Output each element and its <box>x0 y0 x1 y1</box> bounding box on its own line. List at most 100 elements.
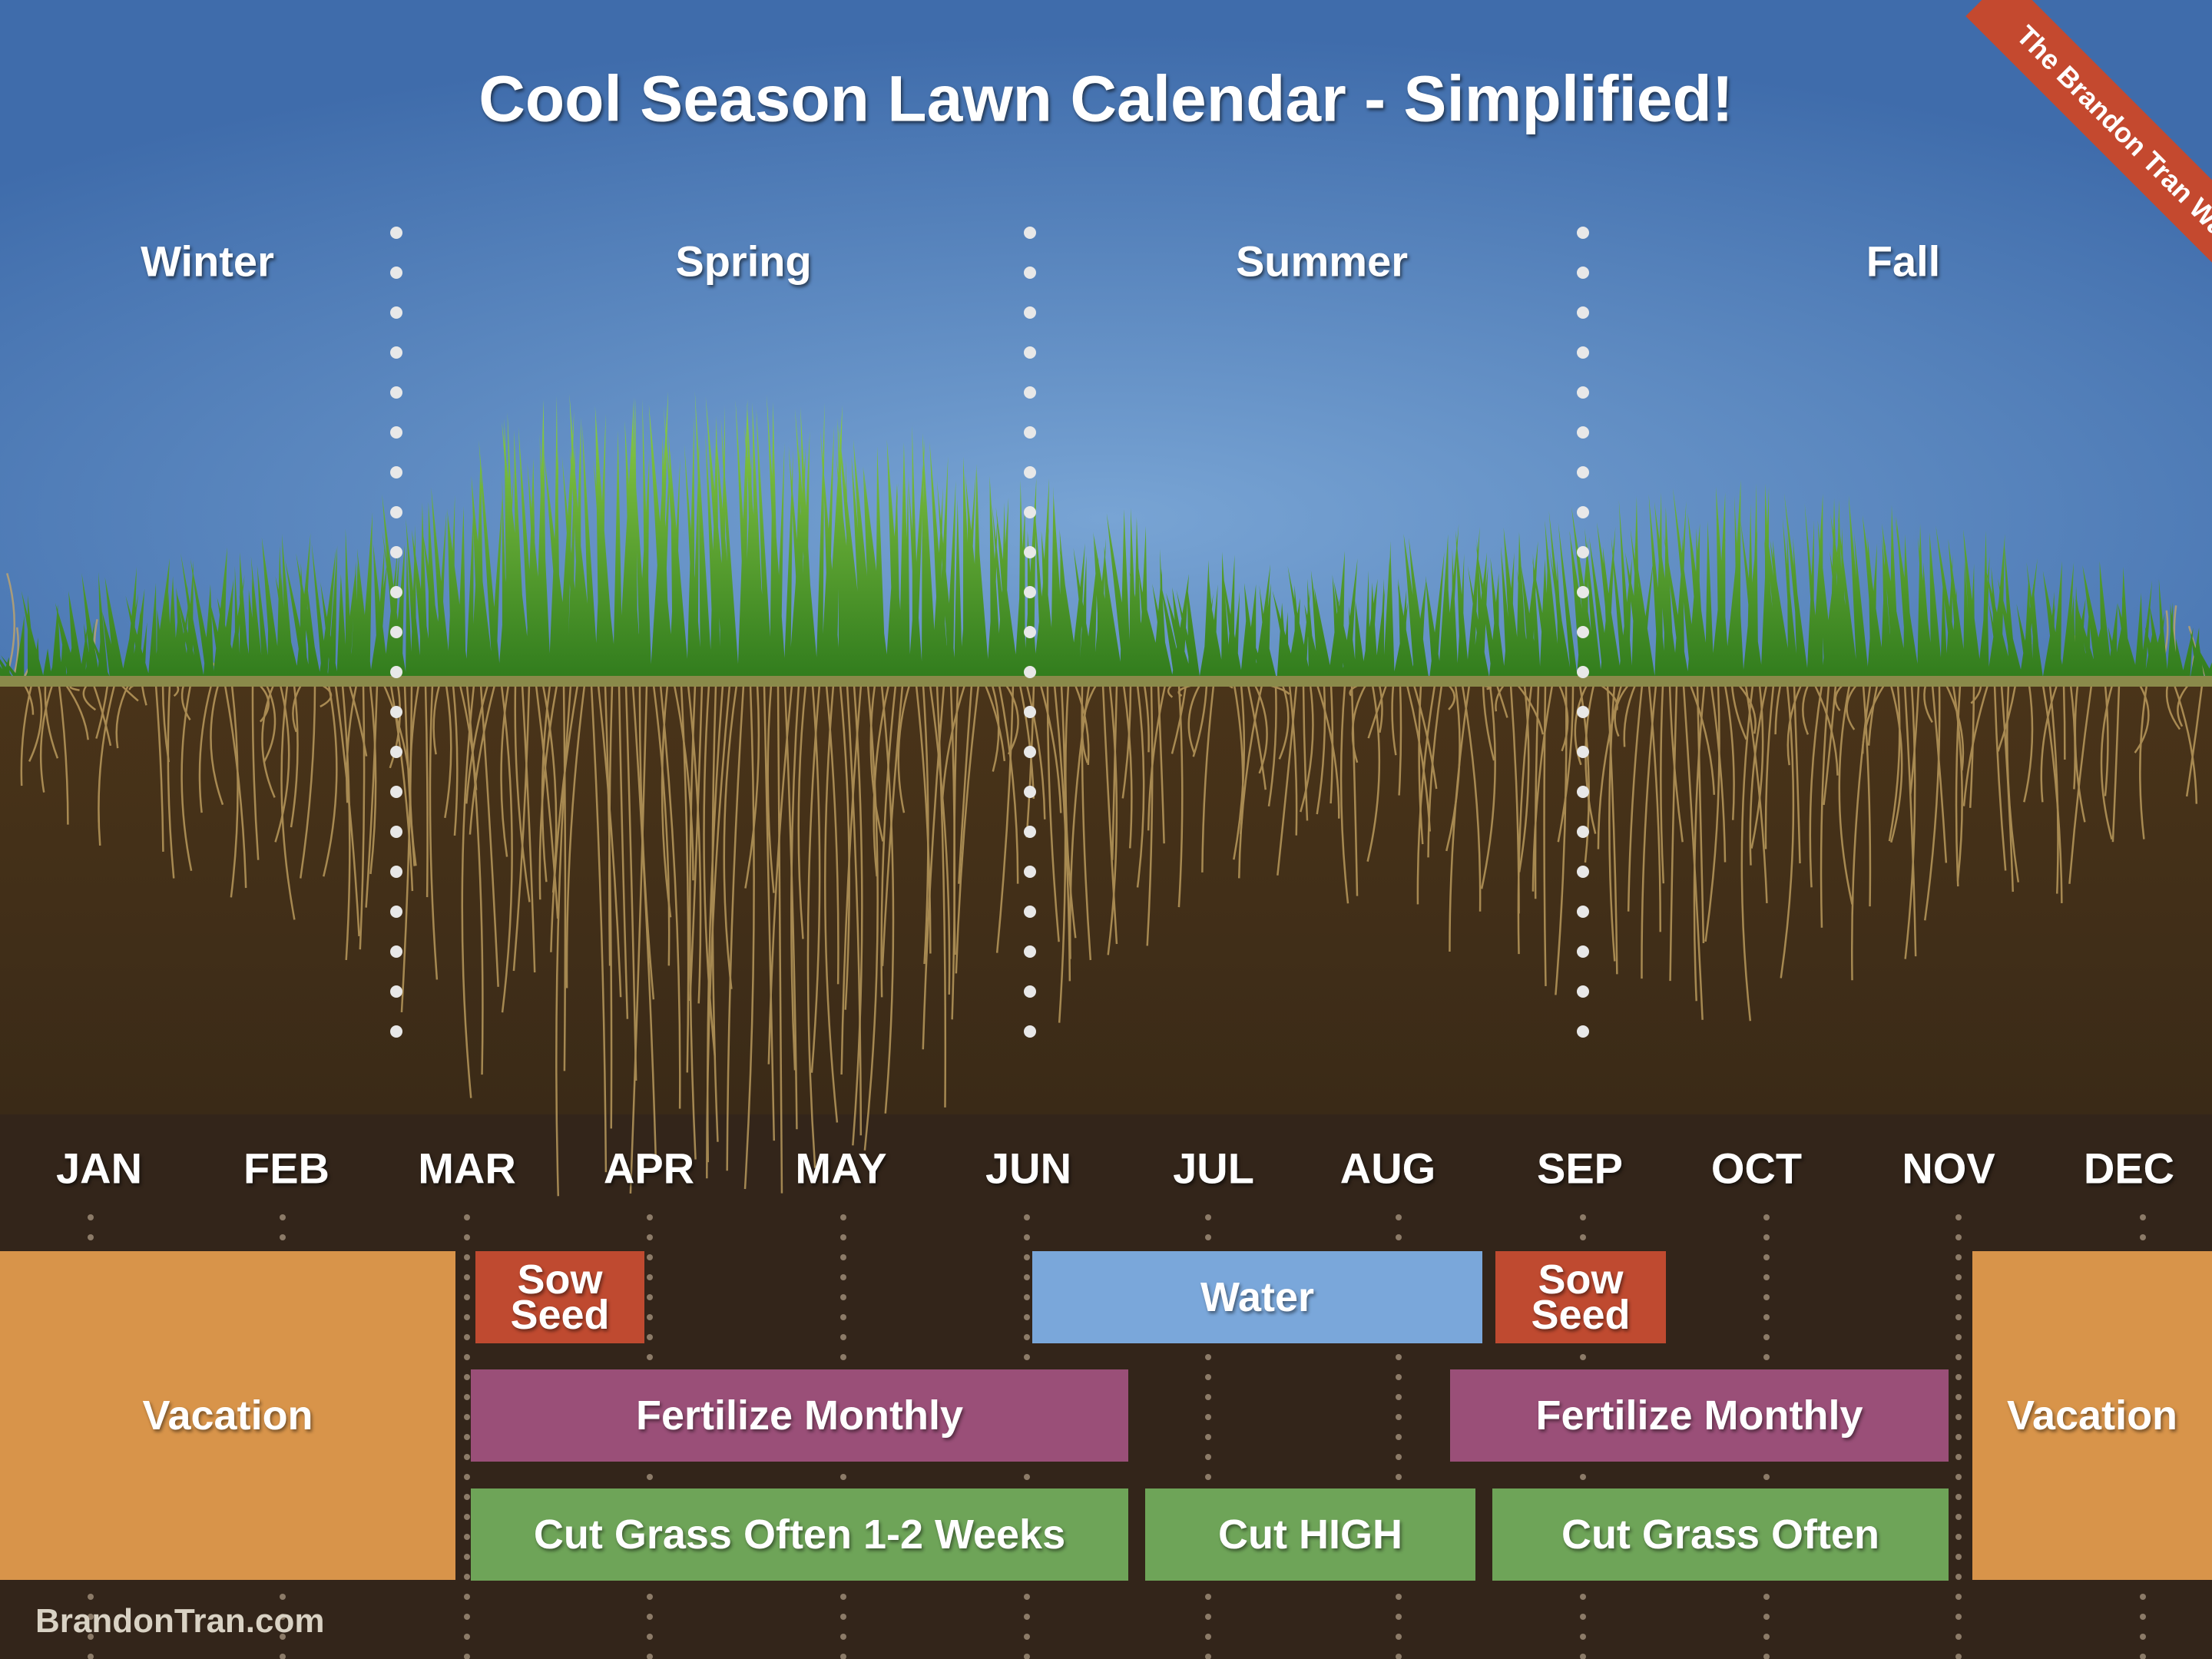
month-dot <box>1396 1354 1402 1360</box>
root <box>409 684 420 866</box>
root <box>1107 684 1118 955</box>
month-dot <box>464 1474 470 1480</box>
root <box>915 684 932 954</box>
root <box>400 684 413 1013</box>
root <box>1518 684 1530 873</box>
root <box>880 684 897 998</box>
root <box>1574 684 1588 766</box>
month-dot <box>840 1334 846 1340</box>
month-dot <box>1024 1654 1030 1659</box>
month-dot <box>1955 1534 1962 1540</box>
month-dot <box>1763 1234 1770 1240</box>
title: Cool Season Lawn Calendar - Simplified! <box>478 62 1734 135</box>
root <box>115 684 130 749</box>
root <box>2111 684 2121 843</box>
root <box>154 684 164 852</box>
divider-dot <box>1024 706 1036 718</box>
root <box>28 684 43 763</box>
root <box>673 684 694 881</box>
month-dot <box>1024 1254 1030 1260</box>
month-dot <box>647 1254 653 1260</box>
root <box>1448 684 1456 710</box>
root <box>2006 684 2020 882</box>
divider-dot <box>390 267 402 279</box>
root <box>1909 684 1920 795</box>
task-bar: Cut Grass Often 1-2 Weeks <box>471 1488 1128 1581</box>
root <box>2134 684 2150 753</box>
root <box>500 684 510 857</box>
month-dot <box>464 1574 470 1580</box>
root <box>1517 684 1545 735</box>
root <box>521 684 536 973</box>
task-bar: Sow Seed <box>475 1251 644 1343</box>
divider-dot <box>390 306 402 319</box>
root <box>767 684 793 1065</box>
divider-dot <box>1577 706 1589 718</box>
month-dot <box>1763 1254 1770 1260</box>
root <box>659 684 681 1109</box>
root <box>290 684 299 828</box>
task-bar: Fertilize Monthly <box>1450 1369 1949 1462</box>
month-dot <box>1205 1634 1211 1640</box>
month-dot <box>1955 1334 1962 1340</box>
root <box>1143 684 1150 753</box>
root <box>1517 684 1533 955</box>
month-dot <box>1580 1474 1586 1480</box>
root <box>224 684 247 889</box>
month-dot <box>647 1294 653 1300</box>
month-dot <box>1955 1474 1962 1480</box>
root <box>2100 684 2114 840</box>
month-dot <box>88 1234 94 1240</box>
divider-dot <box>1577 985 1589 998</box>
month-dot <box>1024 1314 1030 1320</box>
footer: BrandonTran.com <box>35 1602 325 1640</box>
month-dot <box>464 1554 470 1560</box>
root <box>689 684 697 1160</box>
divider-dot <box>1577 1025 1589 1038</box>
root <box>180 684 191 721</box>
month-dot <box>464 1274 470 1280</box>
root <box>1192 684 1208 757</box>
root <box>1147 684 1167 831</box>
task-bar: Fertilize Monthly <box>471 1369 1128 1462</box>
root <box>1724 684 1735 820</box>
month-dot <box>840 1354 846 1360</box>
root <box>230 684 239 898</box>
root <box>998 684 1019 884</box>
divider-dot <box>390 466 402 478</box>
month-label: JAN <box>55 1144 143 1193</box>
root <box>1710 684 1727 863</box>
root <box>1378 684 1383 733</box>
month-dot <box>1955 1374 1962 1380</box>
root <box>452 684 459 836</box>
month-dot <box>647 1234 653 1240</box>
root <box>82 684 97 711</box>
root <box>541 684 551 882</box>
root <box>432 684 441 755</box>
root <box>1146 684 1154 946</box>
root <box>922 684 945 1050</box>
root <box>726 684 745 1171</box>
root <box>23 684 35 715</box>
root <box>608 684 614 966</box>
month-dot <box>1763 1294 1770 1300</box>
roots <box>2 572 2210 1197</box>
root <box>940 684 966 811</box>
month-dot <box>464 1314 470 1320</box>
root <box>590 684 608 1173</box>
divider-dot <box>1577 546 1589 558</box>
divider-dot <box>390 546 402 558</box>
root <box>1461 684 1482 912</box>
month-dot <box>1396 1634 1402 1640</box>
root <box>824 684 839 1123</box>
root <box>1834 684 1843 712</box>
month-label: MAR <box>418 1144 516 1193</box>
month-dot <box>1955 1494 1962 1500</box>
season-label: Summer <box>1235 237 1409 286</box>
month-label: AUG <box>1339 1144 1436 1193</box>
root <box>880 684 895 1114</box>
month-dot <box>2140 1594 2146 1600</box>
root <box>424 684 429 898</box>
month-dot <box>1205 1614 1211 1620</box>
month-label: APR <box>603 1144 695 1193</box>
